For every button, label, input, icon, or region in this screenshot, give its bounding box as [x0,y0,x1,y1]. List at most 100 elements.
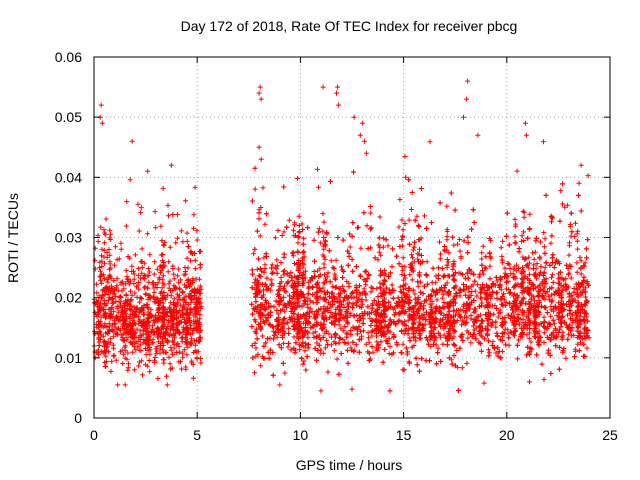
data-point [289,275,295,281]
data-point [281,283,287,289]
data-point [137,295,143,300]
data-point [476,339,482,345]
data-point [318,347,324,353]
data-point [435,350,441,356]
data-point [430,265,436,271]
data-point [345,295,351,301]
data-point [565,266,571,271]
data-point [121,302,127,308]
data-point [522,120,528,126]
data-point [323,239,329,245]
data-point [457,248,463,254]
data-point [122,343,128,349]
data-point [582,320,588,326]
data-point [320,285,326,291]
data-point [479,348,484,354]
data-point [252,370,258,376]
data-point [458,287,464,293]
data-point [161,243,167,248]
data-point [549,214,555,220]
data-point [358,298,364,304]
data-point [437,305,442,311]
data-point [407,338,413,344]
data-point [541,284,547,290]
data-point [189,288,195,294]
data-point [295,319,301,325]
data-point [387,388,393,394]
data-point [105,339,111,345]
data-point [465,240,471,245]
data-point [415,297,421,303]
data-point [526,322,532,328]
data-point [423,358,429,364]
data-point [168,309,174,315]
data-point [473,336,479,342]
data-point [291,345,297,351]
data-point [368,245,373,251]
data-point [354,302,359,308]
data-point [96,304,102,310]
data-point [402,318,408,324]
data-point [134,305,140,311]
data-point [396,224,402,230]
data-point [305,225,311,231]
data-point [531,298,537,304]
data-point [187,318,193,324]
data-point [565,331,571,337]
data-point [152,259,158,265]
data-point [406,177,412,183]
data-point [198,334,203,340]
data-point [262,281,268,287]
data-point [532,334,537,340]
data-point [260,294,266,300]
data-point [479,295,485,301]
data-point [478,328,484,334]
data-point [110,342,116,348]
data-point [584,280,590,286]
data-point [191,212,197,218]
data-point [426,293,432,299]
data-point [340,237,346,243]
data-point [336,322,342,328]
data-point [347,244,353,250]
data-point [197,296,203,302]
data-point [383,285,389,291]
data-point [118,280,124,286]
data-point [340,328,346,334]
data-point [574,260,580,266]
data-point [309,275,315,281]
data-point [262,221,268,227]
data-point [180,324,186,330]
data-point [350,268,356,274]
data-point [568,264,574,270]
data-point [374,301,380,307]
data-point [519,290,525,296]
data-point [301,294,307,300]
data-point [378,339,384,345]
data-point [321,261,327,267]
data-point [277,298,283,304]
data-point [520,287,526,293]
data-point [305,329,310,335]
data-point [381,289,387,295]
data-point [145,347,151,353]
data-point [499,316,505,321]
chart-title: Day 172 of 2018, Rate Of TEC Index for r… [181,18,518,34]
data-point [357,292,363,298]
data-point [541,304,547,310]
data-point [483,254,489,260]
data-point [537,256,543,262]
data-point [97,265,102,271]
data-point [409,207,414,212]
data-point [160,313,166,319]
data-point [467,302,473,308]
data-point [412,291,418,297]
data-point [557,327,562,333]
data-point [515,312,521,317]
data-point [512,299,518,304]
data-point [321,304,327,310]
data-point [102,286,108,292]
data-point [288,347,294,353]
data-point [496,310,502,316]
data-point [444,203,450,209]
